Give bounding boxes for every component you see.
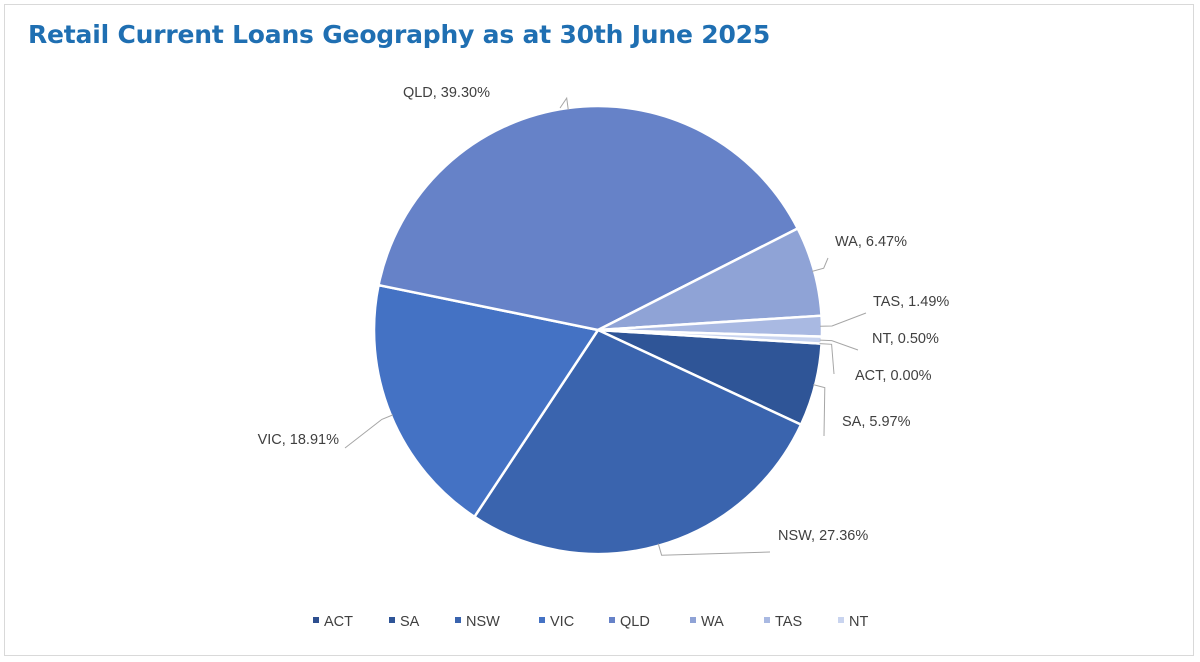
data-label-vic: VIC, 18.91% bbox=[258, 432, 340, 448]
data-label-nsw: NSW, 27.36% bbox=[778, 528, 868, 544]
legend-item-act: ACT bbox=[313, 614, 353, 630]
legend-item-nsw: NSW bbox=[455, 614, 500, 630]
leader-line-qld bbox=[559, 96, 569, 111]
data-label-act: ACT, 0.00% bbox=[855, 368, 932, 384]
leader-line-vic bbox=[344, 414, 394, 449]
legend-label-nt: NT bbox=[849, 614, 868, 630]
legend-swatch-act bbox=[313, 617, 319, 623]
legend: ACT SA NSW VIC QLD WA TAS NT bbox=[313, 614, 868, 630]
leader-line-nsw bbox=[657, 543, 771, 556]
legend-item-qld: QLD bbox=[609, 614, 650, 630]
chart-title: Retail Current Loans Geography as at 30t… bbox=[28, 20, 771, 49]
leader-line-act bbox=[819, 343, 835, 375]
legend-label-tas: TAS bbox=[775, 614, 802, 630]
leader-line-tas bbox=[819, 312, 867, 327]
legend-swatch-vic bbox=[539, 617, 545, 623]
legend-swatch-nsw bbox=[455, 617, 461, 623]
data-label-qld: QLD, 39.30% bbox=[403, 85, 490, 101]
data-label-wa: WA, 6.47% bbox=[835, 234, 907, 250]
legend-item-tas: TAS bbox=[764, 614, 802, 630]
legend-item-nt: NT bbox=[838, 614, 868, 630]
legend-swatch-nt bbox=[838, 617, 844, 623]
leader-lines bbox=[344, 96, 867, 556]
legend-swatch-sa bbox=[389, 617, 395, 623]
data-label-tas: TAS, 1.49% bbox=[873, 294, 949, 310]
legend-item-vic: VIC bbox=[539, 614, 574, 630]
legend-label-sa: SA bbox=[400, 614, 420, 630]
legend-swatch-wa bbox=[690, 617, 696, 623]
legend-label-qld: QLD bbox=[620, 614, 650, 630]
leader-line-sa bbox=[813, 384, 826, 437]
legend-item-sa: SA bbox=[389, 614, 420, 630]
legend-label-act: ACT bbox=[324, 614, 353, 630]
slice-labels: ACT, 0.00% SA, 5.97% NSW, 27.36% VIC, 18.91… bbox=[258, 85, 950, 544]
data-label-nt: NT, 0.50% bbox=[872, 331, 939, 347]
pie-slices bbox=[372, 104, 824, 556]
data-label-sa: SA, 5.97% bbox=[842, 414, 911, 430]
leader-line-nt bbox=[819, 339, 859, 351]
legend-label-wa: WA bbox=[701, 614, 724, 630]
legend-label-nsw: NSW bbox=[466, 614, 500, 630]
leader-line-wa bbox=[811, 257, 829, 272]
legend-label-vic: VIC bbox=[550, 614, 574, 630]
legend-item-wa: WA bbox=[690, 614, 724, 630]
legend-swatch-qld bbox=[609, 617, 615, 623]
legend-swatch-tas bbox=[764, 617, 770, 623]
